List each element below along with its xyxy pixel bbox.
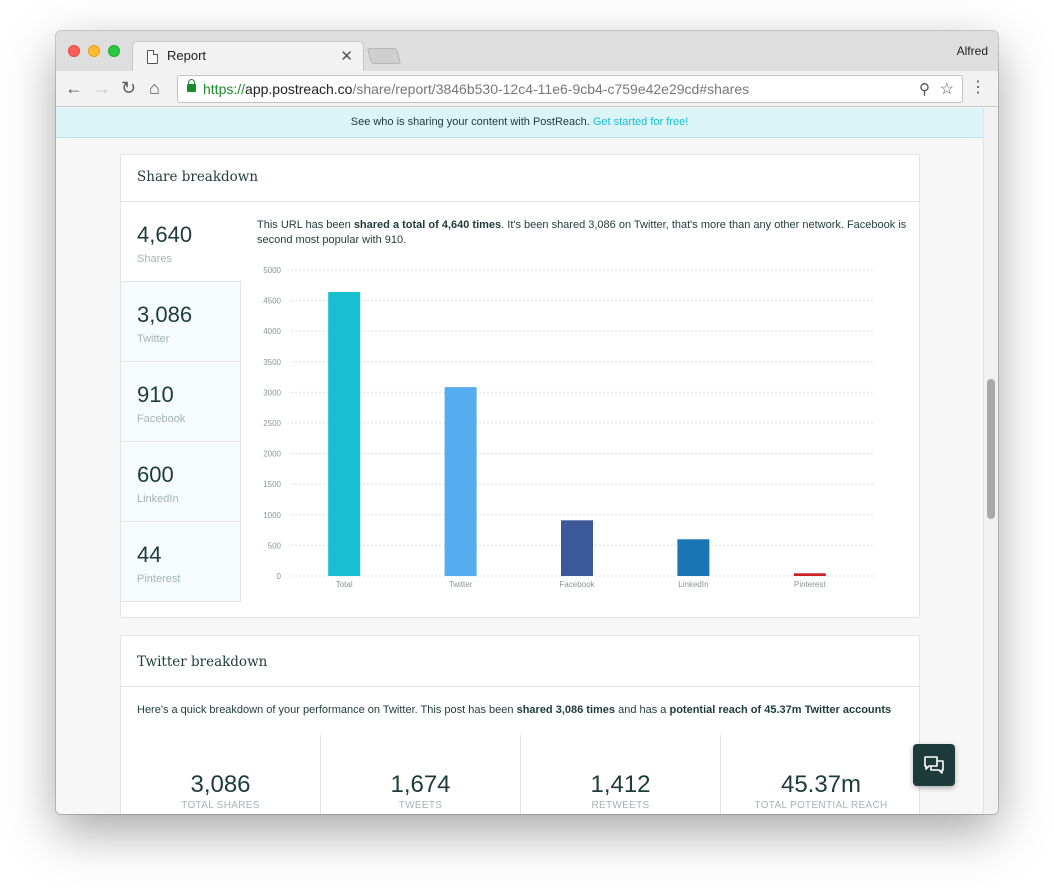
- stat-label: LinkedIn: [137, 493, 179, 505]
- bar-twitter: [444, 387, 477, 576]
- x-tick-label: Total: [336, 580, 353, 589]
- stat-linkedin[interactable]: 600 LinkedIn: [121, 442, 241, 522]
- y-tick-label: 3500: [263, 358, 281, 367]
- twitter-summary: Here's a quick breakdown of your perform…: [137, 704, 891, 716]
- tw-stat-label: TWEETS: [398, 800, 443, 811]
- y-tick-label: 1500: [263, 480, 281, 489]
- close-tab-icon[interactable]: ✕: [340, 48, 353, 65]
- stat-pinterest[interactable]: 44 Pinterest: [121, 522, 241, 602]
- url-path: /share/report/3846b530-12c4-11e6-9cb4-c7…: [352, 81, 750, 97]
- y-tick-label: 2500: [263, 419, 281, 428]
- share-summary: This URL has been shared a total of 4,64…: [257, 218, 907, 248]
- browser-toolbar: ← → ↻ ⌂ https://app.postreach.co/share/r…: [56, 71, 998, 107]
- tw-summary-mid: and has a: [615, 704, 670, 716]
- twitter-breakdown-title: Twitter breakdown: [137, 654, 268, 670]
- share-stats-column: 4,640 Shares 3,086 Twitter 910 Facebook …: [121, 202, 241, 602]
- tw-summary-bold1: shared 3,086 times: [516, 704, 616, 716]
- y-tick-label: 0: [277, 572, 282, 581]
- profile-name[interactable]: Alfred: [956, 44, 988, 58]
- tw-stat-total-shares: 3,086 TOTAL SHARES: [121, 735, 321, 814]
- tw-stat-retweets: 1,412 RETWEETS: [521, 735, 721, 814]
- y-tick-label: 3000: [263, 388, 281, 397]
- banner-text: See who is sharing your content with Pos…: [350, 116, 590, 128]
- x-tick-label: LinkedIn: [678, 580, 708, 589]
- tw-stat-label: RETWEETS: [591, 800, 650, 811]
- browser-window: Report ✕ Alfred ← → ↻ ⌂ https://app.post…: [56, 31, 998, 814]
- bar-facebook: [561, 520, 593, 576]
- get-started-link[interactable]: Get started for free!: [592, 116, 689, 128]
- bar-total: [328, 292, 361, 576]
- summary-pre: This URL has been: [257, 219, 354, 231]
- stat-label: Shares: [137, 253, 172, 265]
- chat-button[interactable]: [913, 744, 955, 786]
- tw-stat-value: 1,412: [590, 771, 651, 798]
- scrollbar-thumb[interactable]: [987, 379, 995, 519]
- share-bar-chart: 0 500 1000 1500 2000 2500 3000 3500 4000 4500 5000…: [263, 266, 873, 589]
- tw-summary-pre: Here's a quick breakdown of your perform…: [137, 704, 517, 716]
- card-header: Share breakdown: [121, 155, 919, 202]
- home-icon[interactable]: ⌂: [149, 78, 160, 98]
- address-bar[interactable]: https://app.postreach.co/share/report/38…: [177, 75, 963, 103]
- bar-pinterest: [793, 573, 826, 576]
- browser-menu-icon[interactable]: ⋮: [970, 79, 986, 96]
- stat-value: 910: [137, 382, 174, 407]
- tw-stat-potential-reach: 45.37m TOTAL POTENTIAL REACH: [721, 735, 921, 814]
- y-tick-label: 4000: [263, 327, 281, 336]
- promo-banner: See who is sharing your content with Pos…: [56, 108, 983, 138]
- new-tab-button[interactable]: [366, 48, 402, 64]
- bar-linkedin: [677, 539, 710, 576]
- x-tick-label: Facebook: [559, 580, 595, 589]
- tab-title: Report: [167, 48, 207, 63]
- tw-summary-bold2: potential reach of 45.37m Twitter accoun…: [669, 704, 892, 716]
- stat-label: Facebook: [137, 413, 186, 425]
- url-host: app.postreach.co: [245, 81, 353, 97]
- y-tick-label: 1000: [263, 511, 281, 520]
- card-header: Twitter breakdown: [121, 636, 919, 687]
- stat-value: 4,640: [137, 222, 193, 247]
- lock-icon: [187, 79, 196, 92]
- stat-value: 44: [137, 542, 162, 567]
- stat-twitter[interactable]: 3,086 Twitter: [121, 282, 241, 362]
- reload-icon[interactable]: ↻: [121, 78, 137, 98]
- document-icon: [147, 50, 158, 64]
- share-breakdown-card: Share breakdown 4,640 Shares 3,086 Twitt…: [120, 154, 920, 618]
- maximize-window-button[interactable]: [108, 45, 120, 57]
- y-tick-label: 5000: [263, 266, 281, 275]
- tab-report[interactable]: Report ✕: [132, 41, 364, 72]
- chat-icon: [924, 756, 944, 774]
- tab-strip: Report ✕ Alfred: [56, 31, 998, 72]
- zoom-icon[interactable]: ⚲: [919, 81, 930, 98]
- tw-stat-value: 3,086: [190, 771, 251, 798]
- y-tick-label: 2000: [263, 450, 281, 459]
- tw-stat-label: TOTAL POTENTIAL REACH: [754, 800, 888, 811]
- tw-stat-value: 1,674: [390, 771, 451, 798]
- stat-shares: 4,640 Shares: [121, 202, 241, 282]
- summary-post: . It's been shared 3,086 on Twitter, tha…: [257, 219, 907, 246]
- summary-bold: shared a total of 4,640 times: [353, 219, 502, 231]
- back-arrow-icon[interactable]: ←: [65, 78, 83, 98]
- y-tick-label: 4500: [263, 297, 281, 306]
- twitter-breakdown-card: Twitter breakdown Here's a quick breakdo…: [120, 635, 920, 814]
- y-tick-label: 500: [268, 541, 282, 550]
- close-window-button[interactable]: [68, 45, 80, 57]
- url-scheme: https://: [203, 81, 246, 97]
- tw-stat-value: 45.37m: [780, 771, 862, 798]
- stat-label: Pinterest: [137, 573, 181, 585]
- tw-stat-label: TOTAL SHARES: [181, 800, 260, 811]
- page-content: See who is sharing your content with Pos…: [56, 108, 998, 814]
- share-breakdown-title: Share breakdown: [137, 169, 259, 185]
- minimize-window-button[interactable]: [88, 45, 100, 57]
- x-tick-label: Twitter: [449, 580, 473, 589]
- tw-stat-tweets: 1,674 TWEETS: [321, 735, 521, 814]
- twitter-stats-row: 3,086 TOTAL SHARES 1,674 TWEETS 1,412 RE…: [121, 735, 921, 814]
- page-scrollbar[interactable]: [983, 108, 998, 814]
- forward-arrow-icon[interactable]: →: [93, 78, 111, 98]
- x-tick-label: Pinterest: [794, 580, 826, 589]
- stat-value: 3,086: [137, 302, 193, 327]
- stat-value: 600: [137, 462, 174, 487]
- bookmark-star-icon[interactable]: ☆: [939, 81, 954, 98]
- stat-facebook[interactable]: 910 Facebook: [121, 362, 241, 442]
- stat-label: Twitter: [137, 333, 170, 345]
- url-text[interactable]: https://app.postreach.co/share/report/38…: [203, 81, 749, 97]
